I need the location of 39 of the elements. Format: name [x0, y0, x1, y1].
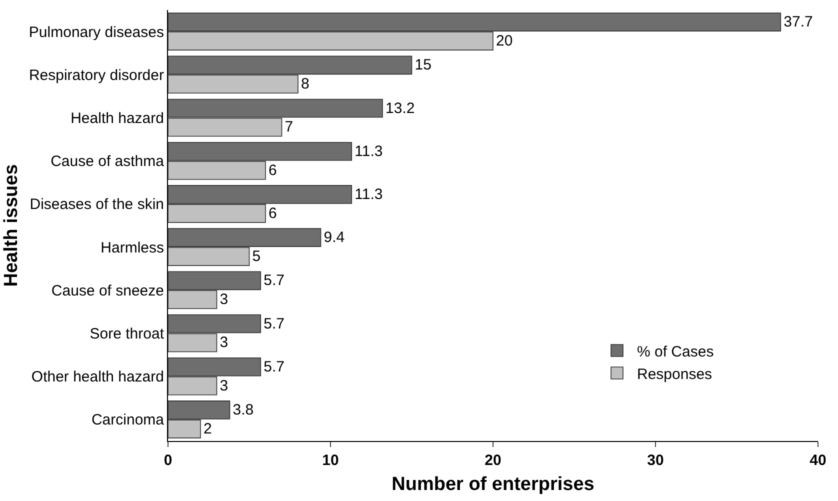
x-tick-label: 30 — [647, 452, 664, 469]
x-tick-label: 20 — [484, 452, 502, 469]
y-tick-label: Pulmonary diseases — [28, 24, 164, 41]
legend-label: % of Cases — [637, 343, 714, 360]
data-label: 11.3 — [354, 186, 383, 203]
data-label: 15 — [414, 56, 432, 74]
data-label: 37.7 — [784, 14, 813, 31]
data-label: 5.7 — [264, 315, 284, 332]
legend-label: Responses — [637, 366, 712, 383]
y-tick-label: Cause of sneeze — [51, 282, 164, 300]
x-tick-label: 10 — [322, 452, 339, 469]
y-tick-label: Respiratory disorder — [28, 66, 164, 84]
y-tick-label: Sore throat — [90, 326, 165, 342]
data-label: 7 — [284, 118, 294, 136]
x-tick-label: 40 — [810, 452, 826, 469]
y-axis-title: Health issues — [0, 164, 22, 287]
y-tick-label: Other health hazard — [31, 368, 164, 386]
data-label: 11.3 — [354, 142, 383, 160]
data-label: 6 — [268, 204, 277, 222]
data-label: 6 — [268, 162, 277, 179]
data-label: 3 — [220, 291, 228, 308]
data-label: 9.4 — [324, 229, 345, 246]
data-label: 3 — [220, 377, 228, 394]
y-tick-label: Diseases of the skin — [30, 196, 164, 214]
data-label: 3 — [220, 334, 228, 352]
y-tick-label: Harmless — [100, 239, 164, 256]
data-label: 2 — [204, 420, 212, 438]
data-label: 8 — [301, 76, 310, 93]
data-label: 13.2 — [386, 100, 415, 117]
x-tick-label: 0 — [164, 452, 172, 469]
x-axis-title: Number of enterprises — [392, 474, 594, 495]
data-label: 5.7 — [264, 358, 284, 376]
y-tick-label: Carcinoma — [91, 412, 165, 429]
data-label: 3.8 — [232, 401, 254, 418]
y-tick-label: Cause of asthma — [50, 153, 165, 170]
data-label: 5.7 — [264, 272, 284, 290]
data-label: 20 — [496, 32, 513, 50]
y-tick-label: Health hazard — [70, 110, 164, 127]
data-label: 5 — [252, 248, 261, 266]
